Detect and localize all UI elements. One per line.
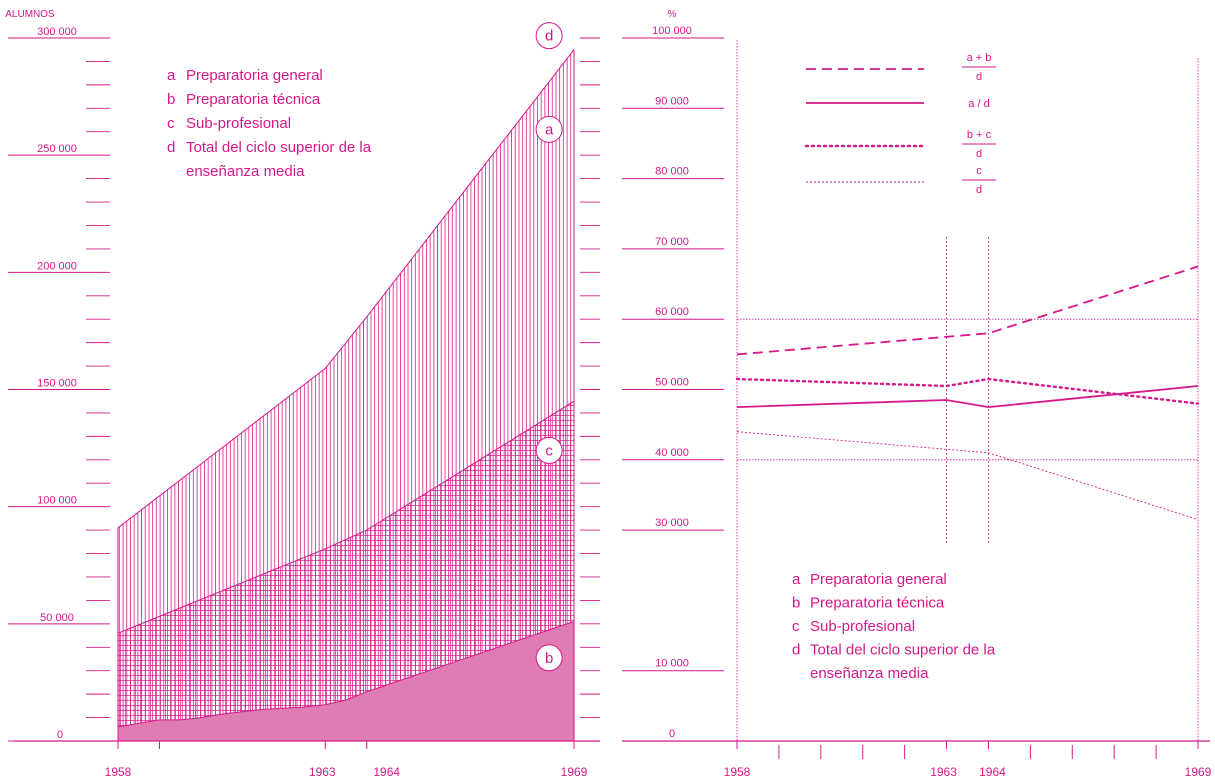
- area-series-c: [118, 401, 574, 741]
- left-ylabel: ALUMNOS: [5, 9, 55, 20]
- left-legend: a Preparatoria general b Preparatoria técni…: [167, 67, 372, 180]
- legend-text-cont: enseñanza media: [186, 163, 305, 180]
- x-tick-label-1963: 1963: [309, 765, 336, 779]
- legend-letter-b: b: [167, 91, 175, 108]
- legend-text-c: Sub-profesional: [186, 115, 291, 132]
- line-series-c: [736, 431, 1199, 521]
- r-y-tick-label-0: 0: [669, 728, 675, 740]
- legend-text-a: Preparatoria general: [186, 67, 323, 84]
- right-ylabel: %: [668, 9, 677, 20]
- y-tick-label-150000: 150 000: [37, 378, 77, 390]
- r-legend-letter-a: a: [792, 571, 801, 588]
- r-legend-text-c: Sub-profesional: [810, 618, 915, 635]
- enrollment-area-chart: ALUMNOS 0 50 000 100 000 150 000 200 000 250 …: [5, 9, 600, 779]
- y-tick-label-200000: 200 000: [37, 260, 77, 272]
- legend-letter-d: d: [167, 139, 175, 156]
- r-y-tick-label-100000: 100 000: [652, 25, 692, 37]
- r-y-tick-label-10000: 10 000: [655, 658, 689, 670]
- r-legend-text-a: Preparatoria general: [810, 571, 947, 588]
- right-legend: a Preparatoria general b Preparatoria técni…: [792, 571, 996, 682]
- x-tick-label-1964: 1964: [373, 765, 400, 779]
- r-y-tick-label-60000: 60 000: [655, 306, 689, 318]
- formula-num-c: c: [976, 165, 982, 177]
- r-legend-letter-b: b: [792, 595, 800, 612]
- r-x-tick-label-1958: 1958: [724, 765, 751, 779]
- marker-letter-c: c: [545, 442, 553, 459]
- formula-num-b-c: b + c: [967, 129, 992, 141]
- area-boundary-b: [117, 621, 575, 728]
- formula-den-b-c: d: [976, 148, 982, 160]
- r-y-tick-label-30000: 30 000: [655, 517, 689, 529]
- y-tick-label-50000: 50 000: [40, 612, 74, 624]
- area-boundary-c: [117, 400, 575, 634]
- marker-letter-b: b: [545, 650, 553, 667]
- x-tick-label-1969: 1969: [561, 765, 588, 779]
- y-tick-label-300000: 300 000: [37, 26, 77, 38]
- r-y-tick-label-40000: 40 000: [655, 447, 689, 459]
- legend-text-b: Preparatoria técnica: [186, 91, 321, 108]
- y-tick-label-250000: 250 000: [37, 143, 77, 155]
- r-legend-letter-d: d: [792, 642, 800, 659]
- line-series-b-c: [735, 377, 1200, 405]
- ratio-line-chart: % 0 10 000 30 000 40 000 50 000 60 000 70 000 8…: [622, 9, 1212, 779]
- legend-text-d: Total del ciclo superior de la: [186, 139, 372, 156]
- r-y-tick-label-70000: 70 000: [655, 236, 689, 248]
- marker-circle-c: [535, 436, 563, 464]
- formula-a-d: a / d: [968, 98, 989, 110]
- legend-letter-c: c: [167, 115, 175, 132]
- r-x-tick-label-1969: 1969: [1185, 765, 1212, 779]
- r-legend-text-b: Preparatoria técnica: [810, 595, 945, 612]
- r-y-tick-label-50000: 50 000: [655, 377, 689, 389]
- marker-circle-d: [535, 22, 563, 50]
- marker-letter-a: a: [545, 121, 554, 138]
- marker-letter-d: d: [545, 28, 553, 45]
- y-tick-label-100000: 100 000: [37, 495, 77, 507]
- area-series-b: [118, 621, 574, 741]
- formula-den-a-b: d: [976, 71, 982, 83]
- formula-den-c: d: [976, 184, 982, 196]
- marker-circle-b: [535, 644, 563, 672]
- r-y-tick-label-90000: 90 000: [655, 95, 689, 107]
- formula-num-a-b: a + b: [967, 52, 992, 64]
- area-boundary-d: [117, 49, 575, 529]
- line-series-a-b: [736, 265, 1199, 356]
- r-y-tick-label-80000: 80 000: [655, 166, 689, 178]
- r-legend-letter-c: c: [792, 618, 800, 635]
- r-x-tick-label-1963: 1963: [930, 765, 957, 779]
- legend-letter-a: a: [167, 67, 176, 84]
- x-tick-label-1958: 1958: [105, 765, 132, 779]
- r-x-tick-label-1964: 1964: [979, 765, 1006, 779]
- r-legend-text-cont: enseñanza media: [810, 665, 929, 682]
- marker-circle-a: [535, 115, 563, 143]
- y-tick-label-0: 0: [57, 729, 63, 741]
- line-series-a: [736, 385, 1199, 409]
- r-legend-text-d: Total del ciclo superior de la: [810, 642, 996, 659]
